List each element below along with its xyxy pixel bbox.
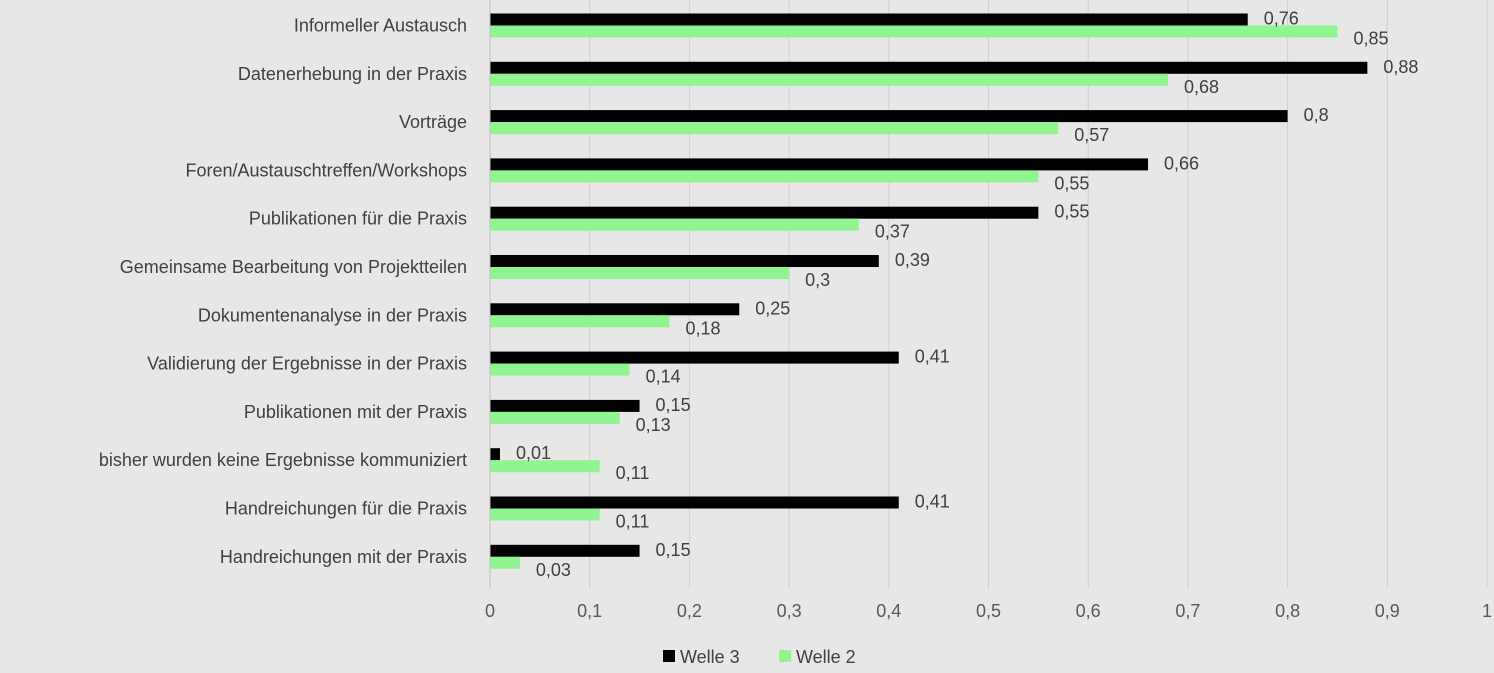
bar-welle-3 [490,303,740,316]
data-label: 0,03 [536,560,571,580]
data-label: 0,76 [1264,9,1299,29]
category-label: Datenerhebung in der Praxis [238,64,467,84]
category-label: Gemeinsame Bearbeitung von Projektteilen [120,257,467,277]
bar-welle-2 [490,460,600,473]
data-label: 0,11 [616,512,650,532]
data-label: 0,55 [1054,202,1089,222]
data-label: 0,14 [646,367,681,387]
x-tick-label: 0,4 [876,601,901,621]
category-label: bisher wurden keine Ergebnisse kommunizi… [99,450,467,470]
x-tick-label: 0,7 [1175,601,1200,621]
x-tick-label: 1 [1482,601,1492,621]
x-tick-label: 0 [485,601,495,621]
category-label: Vorträge [399,112,467,132]
bar-welle-3 [490,61,1368,74]
legend-label: Welle 2 [796,647,856,667]
bar-welle-2 [490,556,520,569]
bar-welle-3 [490,399,640,412]
data-label: 0,01 [516,443,551,463]
data-label: 0,8 [1304,105,1329,125]
data-label: 0,11 [616,463,650,483]
bar-welle-2 [490,508,600,521]
category-label: Handreichungen mit der Praxis [220,547,467,567]
bar-welle-3 [490,158,1149,171]
bar-welle-2 [490,122,1059,135]
data-label: 0,15 [656,395,691,415]
bar-welle-3 [490,351,899,364]
category-label: Publikationen für die Praxis [249,209,467,229]
x-tick-label: 0,3 [777,601,802,621]
bar-welle-3 [490,544,640,557]
bar-layer [490,13,1368,569]
x-tick-label: 0,8 [1275,601,1300,621]
category-label: Publikationen mit der Praxis [244,402,467,422]
data-label: 0,39 [895,250,930,270]
bar-welle-2 [490,170,1039,183]
data-label: 0,41 [915,347,950,367]
data-label: 0,25 [755,298,790,318]
data-label: 0,41 [915,492,950,512]
data-label: 0,85 [1353,29,1388,49]
bar-welle-3 [490,13,1248,26]
bar-welle-3 [490,448,500,461]
data-label: 0,68 [1184,77,1219,97]
bar-welle-2 [490,25,1338,38]
bar-welle-2 [490,363,630,376]
data-label: 0,3 [805,270,830,290]
data-label: 0,55 [1054,173,1089,193]
category-label: Foren/Austauschtreffen/Workshops [186,160,467,180]
legend: Welle 3 Welle 2 [663,647,856,667]
bar-welle-2 [490,315,670,328]
category-label: Handreichungen für die Praxis [225,499,467,519]
label-layer: 0,76 0,85 0,88 0,68 0,8 0,57 0,66 0,55 0,55 0,37 0… [516,9,1418,580]
bar-welle-3 [490,206,1039,219]
bar-welle-3 [490,496,899,509]
legend-label: Welle 3 [680,647,740,667]
bar-welle-3 [490,110,1288,123]
category-label: Validierung der Ergebnisse in der Praxis [147,354,467,374]
bar-welle-2 [490,267,790,279]
x-tick-label: 0,2 [677,601,702,621]
x-tick-label: 0,9 [1375,601,1400,621]
bar-welle-2 [490,411,620,424]
legend-swatch [779,650,791,662]
x-tick-label: 0,1 [577,601,602,621]
legend-swatch [663,650,675,662]
x-tick-label: 0,5 [976,601,1001,621]
bar-welle-2 [490,73,1168,86]
axis-layer: 0 0,1 0,2 0,3 0,4 0,5 0,6 0,7 0,8 0,9 1 Informeller… [99,0,1492,621]
grid-layer [589,0,1488,589]
x-tick-label: 0,6 [1076,601,1101,621]
category-label: Informeller Austausch [294,16,467,36]
bar-welle-3 [490,255,879,267]
data-label: 0,66 [1164,153,1199,173]
data-label: 0,13 [636,415,671,435]
data-label: 0,57 [1074,125,1109,145]
data-label: 0,37 [875,222,910,242]
bar-welle-2 [490,218,859,231]
category-label: Dokumentenanalyse in der Praxis [198,305,467,325]
data-label: 0,88 [1383,57,1418,77]
data-label: 0,15 [656,540,691,560]
data-label: 0,18 [685,318,720,338]
